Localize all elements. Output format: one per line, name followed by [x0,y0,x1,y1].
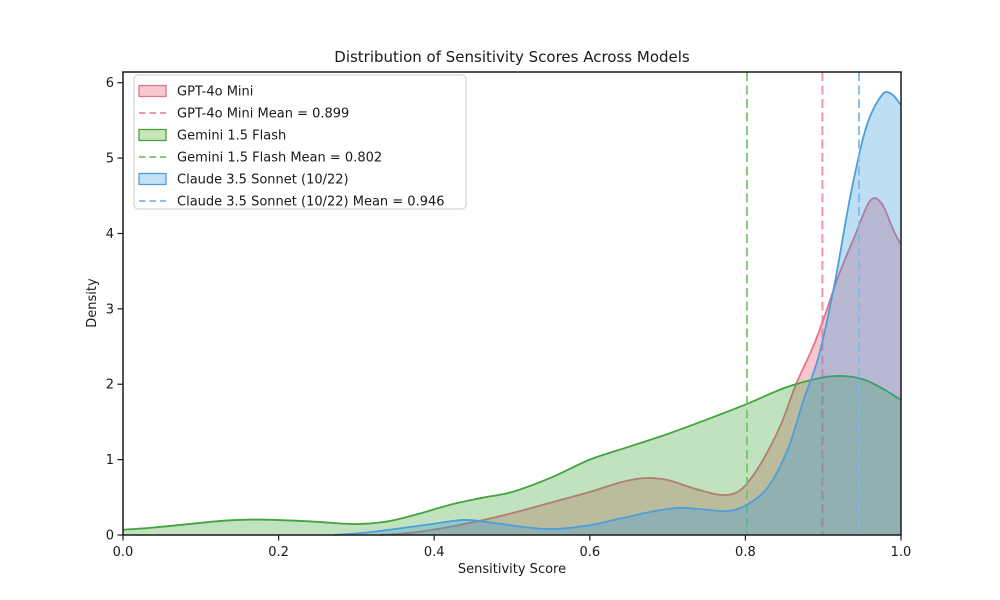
legend: GPT-4o Mini GPT-4o Mini Mean = 0.899 Gemin… [133,74,467,210]
x-tick-label: 0.8 [735,545,756,560]
y-tick-label: 0 [106,529,114,544]
x-tick-label: 0.2 [268,545,289,560]
x-tick-label: 0.4 [424,545,445,560]
legend-item: Claude 3.5 Sonnet (10/22) Mean = 0.946 [139,195,445,210]
legend-item-label: GPT-4o Mini [177,85,253,100]
x-tick-label: 1.0 [891,545,912,560]
y-tick-label: 6 [106,76,114,91]
legend-item-label: Gemini 1.5 Flash Mean = 0.802 [177,151,382,166]
kde-line-0 [379,197,902,536]
y-tick-label: 3 [106,302,114,317]
axes-layer: 0.0 0.2 0.4 0.6 0.8 1.0 0 1 2 3 4 5 6 [106,76,912,560]
legend-item: Gemini 1.5 Flash [138,128,286,144]
y-axis-label: Density [85,278,100,328]
x-tick-label: 0.6 [579,545,600,560]
legend-item: Claude 3.5 Sonnet (10/22) [138,172,349,188]
kde-line-1 [122,375,902,531]
kde-fill-1 [123,375,901,535]
y-tick-label: 1 [106,453,114,468]
y-tick-label: 2 [106,378,114,393]
chart-title: Distribution of Sensitivity Scores Acros… [334,48,690,66]
legend-item: GPT-4o Mini [138,84,253,100]
legend-patch-swatch [138,128,167,142]
kde-fill-0 [379,198,901,536]
y-tick-label: 5 [106,152,114,167]
x-tick-label: 0.0 [113,545,134,560]
legend-item: Gemini 1.5 Flash Mean = 0.802 [139,151,382,166]
legend-item-label: GPT-4o Mini Mean = 0.899 [177,107,349,122]
legend-item-label: Claude 3.5 Sonnet (10/22) [177,173,349,188]
plot-border [122,71,902,536]
kde-line-2 [332,91,902,536]
series-layer [122,72,902,536]
legend-item-label: Gemini 1.5 Flash [177,129,286,144]
legend-patch-swatch [138,84,167,98]
legend-box [133,74,467,210]
y-tick-label: 4 [106,227,114,242]
x-axis-label: Sensitivity Score [458,562,566,577]
legend-item: GPT-4o Mini Mean = 0.899 [139,107,349,122]
legend-items: GPT-4o Mini GPT-4o Mini Mean = 0.899 Gemin… [138,84,445,210]
legend-patch-swatch [138,172,167,186]
kde-fill-2 [333,92,901,535]
legend-item-label: Claude 3.5 Sonnet (10/22) Mean = 0.946 [177,195,445,210]
